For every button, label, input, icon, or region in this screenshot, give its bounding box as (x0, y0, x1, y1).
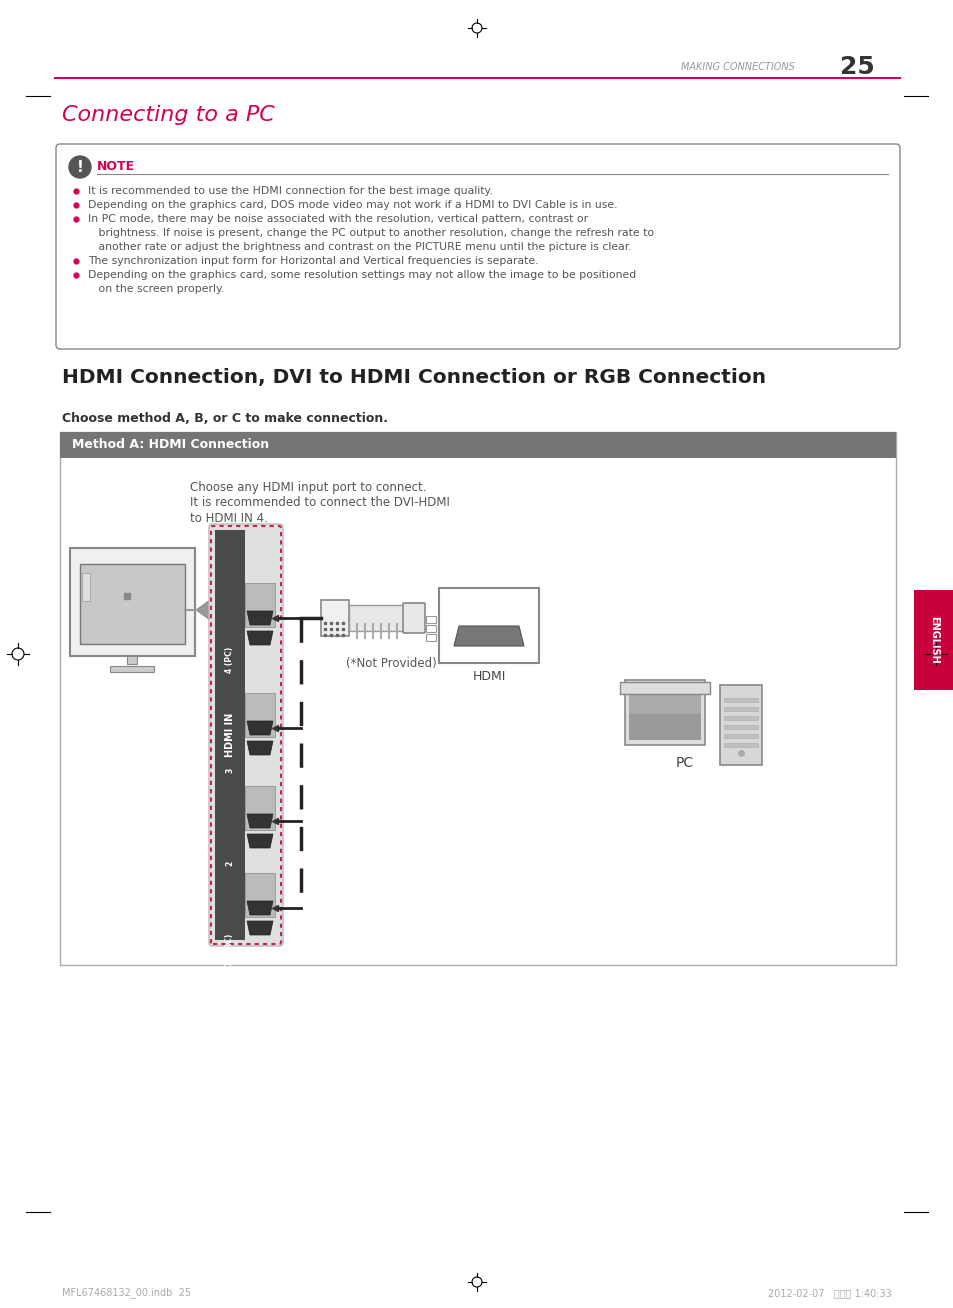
Text: HDMI Connection, DVI to HDMI Connection or RGB Connection: HDMI Connection, DVI to HDMI Connection … (62, 369, 765, 387)
Text: NOTE: NOTE (97, 161, 135, 174)
Bar (619, 681, 709, 695)
Bar (82, 573, 90, 600)
Text: HDMI: HDMI (472, 671, 505, 684)
Bar (245, 693, 274, 736)
Polygon shape (454, 627, 523, 646)
Bar (438, 589, 538, 663)
Text: It is recommended to connect the DVI-HDMI: It is recommended to connect the DVI-HDM… (190, 497, 450, 510)
Text: Choose any HDMI input port to connect.: Choose any HDMI input port to connect. (190, 480, 426, 493)
Text: 2012-02-07   山山山 1:40:33: 2012-02-07 山山山 1:40:33 (767, 1288, 891, 1298)
Bar (426, 616, 436, 623)
Bar (723, 698, 758, 702)
Bar (426, 625, 436, 632)
Text: (*Not Provided): (*Not Provided) (345, 657, 436, 670)
Text: MAKING CONNECTIONS: MAKING CONNECTIONS (680, 61, 794, 72)
Bar (110, 666, 153, 672)
Text: on the screen properly.: on the screen properly. (88, 284, 224, 294)
Text: brightness. If noise is present, change the PC output to another resolution, cha: brightness. If noise is present, change … (88, 228, 654, 238)
Bar (60, 432, 895, 965)
Text: Depending on the graphics card, some resolution settings may not allow the image: Depending on the graphics card, some res… (88, 269, 636, 280)
Bar (245, 583, 274, 627)
Bar (720, 685, 761, 765)
Bar (245, 786, 274, 831)
Bar (70, 548, 194, 657)
Bar (624, 680, 704, 746)
FancyBboxPatch shape (56, 144, 899, 349)
Bar (723, 743, 758, 747)
Text: The synchronization input form for Horizontal and Vertical frequencies is separa: The synchronization input form for Horiz… (88, 256, 537, 266)
Text: HDMI IN: HDMI IN (225, 713, 234, 757)
Bar (628, 687, 700, 740)
FancyBboxPatch shape (402, 603, 424, 633)
Text: Connecting to a PC: Connecting to a PC (62, 105, 274, 126)
Polygon shape (247, 835, 273, 848)
Text: !: ! (76, 160, 83, 174)
Bar (349, 606, 403, 630)
FancyBboxPatch shape (209, 525, 283, 946)
Bar (723, 734, 758, 738)
Text: Depending on the graphics card, DOS mode video may not work if a HDMI to DVI Cab: Depending on the graphics card, DOS mode… (88, 200, 617, 211)
Text: MFL67468132_00.indb  25: MFL67468132_00.indb 25 (62, 1287, 191, 1299)
Text: Method A: HDMI Connection: Method A: HDMI Connection (71, 438, 269, 451)
Text: ENGLISH: ENGLISH (928, 616, 938, 664)
Text: PC: PC (676, 756, 694, 770)
Bar (723, 708, 758, 712)
Polygon shape (195, 600, 210, 620)
Bar (320, 600, 349, 636)
Text: 3: 3 (225, 768, 234, 773)
Bar (723, 725, 758, 729)
Polygon shape (247, 901, 273, 916)
Text: It is recommended to use the HDMI connection for the best image quality.: It is recommended to use the HDMI connec… (88, 186, 493, 196)
Polygon shape (247, 921, 273, 935)
Polygon shape (247, 611, 273, 625)
Bar (913, 590, 953, 691)
Text: Choose method A, B, or C to make connection.: Choose method A, B, or C to make connect… (62, 412, 388, 425)
Bar (214, 530, 245, 940)
Text: In PC mode, there may be noise associated with the resolution, vertical pattern,: In PC mode, there may be noise associate… (88, 215, 587, 224)
Circle shape (69, 156, 91, 178)
Text: 2: 2 (225, 861, 234, 866)
Text: 4 (PC): 4 (PC) (225, 647, 234, 674)
Bar (245, 872, 274, 917)
Text: 1 (ARC): 1 (ARC) (225, 934, 234, 967)
Polygon shape (247, 721, 273, 735)
Bar (80, 564, 185, 644)
Polygon shape (247, 630, 273, 645)
Bar (723, 715, 758, 719)
Text: 25: 25 (840, 55, 874, 78)
Bar (127, 657, 137, 664)
Polygon shape (247, 742, 273, 755)
Polygon shape (247, 814, 273, 828)
Bar (426, 634, 436, 641)
Bar (628, 714, 700, 740)
Text: another rate or adjust the brightness and contrast on the PICTURE menu until the: another rate or adjust the brightness an… (88, 242, 631, 252)
Bar (60, 432, 895, 458)
Text: to HDMI IN 4.: to HDMI IN 4. (190, 513, 268, 526)
